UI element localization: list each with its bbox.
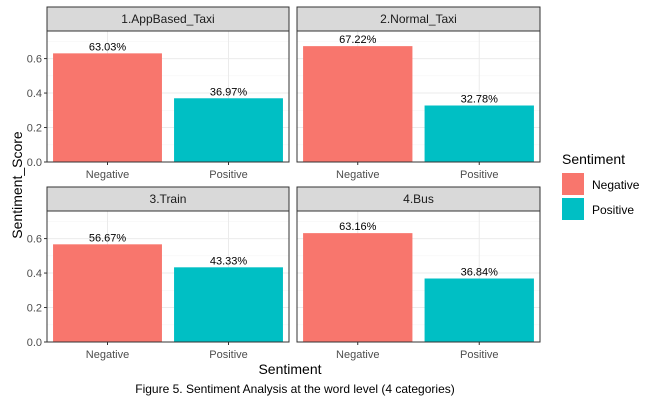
- x-axis-title: Sentiment: [258, 361, 321, 377]
- bar-value-label: 56.67%: [89, 232, 127, 244]
- bar-positive: [174, 98, 283, 162]
- panel-border: [46, 30, 290, 163]
- bar-positive: [424, 278, 534, 342]
- bar-value-label: 67.22%: [339, 34, 377, 46]
- y-tick-label: 0.6: [27, 54, 42, 66]
- legend-swatch-negative: [562, 173, 584, 195]
- x-tick-label: Negative: [86, 349, 129, 361]
- x-tick-label: Positive: [209, 169, 248, 181]
- bar-negative: [303, 233, 413, 342]
- panel-title: 4.Bus: [403, 192, 434, 206]
- bar-positive: [174, 267, 283, 342]
- y-axis-title: Sentiment_Score: [9, 131, 25, 239]
- bar-value-label: 43.33%: [210, 255, 248, 267]
- bar-positive: [424, 105, 534, 162]
- panel-border: [296, 210, 541, 343]
- panel-strip: [296, 186, 541, 212]
- panel-border: [46, 210, 290, 343]
- bar-value-label: 63.16%: [339, 221, 377, 233]
- x-tick-label: Negative: [86, 169, 129, 181]
- y-tick-label: 0.0: [27, 337, 42, 349]
- facet-panel-3: 3.Train 56.67% 43.33% 0.0 0.2 0.4 0.6 Negative P…: [27, 186, 290, 361]
- y-tick-label: 0.4: [27, 268, 42, 280]
- y-tick-label: 0.6: [27, 234, 42, 246]
- bar-value-label: 32.78%: [461, 93, 499, 105]
- chart-panels: 1.AppBased_Taxi 63.03% 36.97% 0.0 0.2 0.4 0.6 N…: [27, 6, 541, 361]
- panel-strip: [46, 6, 290, 32]
- legend: Sentiment Negative Positive: [562, 151, 640, 220]
- panel-title: 2.Normal_Taxi: [380, 12, 457, 26]
- x-tick-label: Negative: [336, 349, 379, 361]
- bar-negative: [53, 244, 162, 342]
- x-tick-label: Positive: [460, 169, 499, 181]
- y-tick-label: 0.2: [27, 303, 42, 315]
- bar-value-label: 63.03%: [89, 41, 127, 53]
- y-tick-label: 0.4: [27, 88, 42, 100]
- figure-caption: Figure 5. Sentiment Analysis at the word…: [135, 382, 455, 396]
- legend-title: Sentiment: [562, 151, 625, 167]
- facet-panel-1: 1.AppBased_Taxi 63.03% 36.97% 0.0 0.2 0.4 0.6 N…: [27, 6, 290, 181]
- x-tick-label: Positive: [209, 349, 248, 361]
- x-tick-label: Negative: [336, 169, 379, 181]
- facet-panel-4: 4.Bus 63.16% 36.84% Negative Positive: [296, 186, 541, 361]
- bar-value-label: 36.84%: [461, 266, 499, 278]
- panel-title: 3.Train: [150, 192, 187, 206]
- panel-border: [296, 30, 541, 163]
- bar-negative: [53, 53, 162, 162]
- y-tick-label: 0.0: [27, 157, 42, 169]
- panel-title: 1.AppBased_Taxi: [121, 12, 214, 26]
- bar-value-label: 36.97%: [210, 86, 248, 98]
- x-tick-label: Positive: [460, 349, 499, 361]
- bar-negative: [303, 46, 413, 163]
- y-tick-label: 0.2: [27, 123, 42, 135]
- panel-strip: [46, 186, 290, 212]
- legend-label-negative: Negative: [592, 178, 640, 192]
- legend-swatch-positive: [562, 198, 584, 220]
- legend-label-positive: Positive: [592, 203, 634, 217]
